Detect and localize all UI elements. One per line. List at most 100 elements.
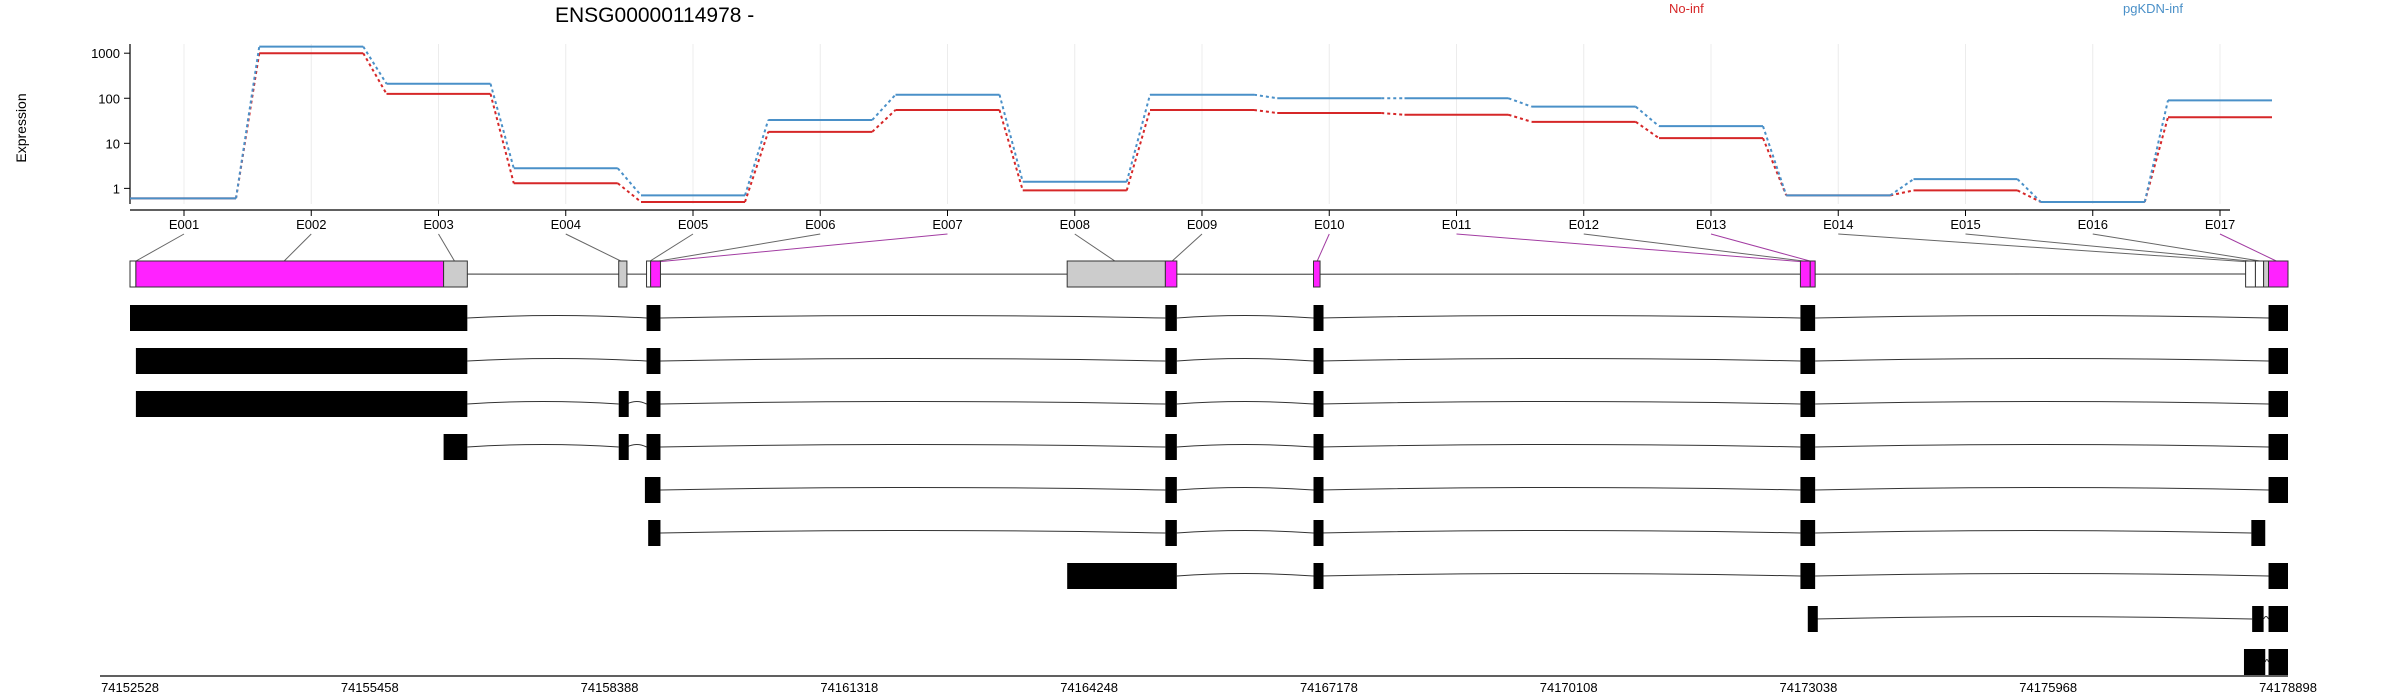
exon-connector-lines [134, 233, 2279, 263]
series-no-inf-connector-10 [1381, 112, 1405, 116]
transcript-5-exon-5 [2268, 477, 2288, 503]
transcript-4-exon-3 [646, 434, 661, 460]
transcript-6-intron-3 [1320, 530, 1801, 534]
genomic-tick-label-0: 74152528 [101, 680, 159, 695]
gene-model-exon-2 [135, 260, 445, 288]
series-pgkdn-inf-connector-13 [1762, 125, 1788, 196]
series-pgkdn-inf-connector-12 [1635, 105, 1660, 127]
series-no-inf-connector-14 [1890, 189, 1914, 197]
series-pgkdn-inf-connector-7 [998, 94, 1024, 183]
transcript-3-intron-2 [626, 401, 647, 405]
transcript-3-exon-5 [1313, 391, 1324, 417]
genomic-tick-label-1: 74155458 [341, 680, 399, 695]
transcript-1-exon-6 [2268, 305, 2288, 331]
transcript-tracks [130, 305, 2288, 675]
connector-e001 [134, 233, 185, 263]
y-tick-label-1: 10 [106, 136, 120, 151]
genomic-tick-label-7: 74173038 [1780, 680, 1838, 695]
series-no-inf-connector-6 [871, 109, 897, 133]
transcript-9-exon-1 [2243, 649, 2266, 675]
y-tick-label-2: 100 [98, 91, 120, 106]
series-no-inf-connector-2 [362, 52, 388, 95]
genomic-tick-label-8: 74175968 [2019, 680, 2077, 695]
series-pgkdn-inf-connector-11 [1508, 97, 1533, 108]
x-tick-label-e014: E014 [1823, 217, 1853, 232]
transcript-4-intron-3 [660, 444, 1166, 448]
transcript-6-intron-1 [660, 530, 1166, 534]
transcript-3-exon-2 [618, 391, 629, 417]
series-pgkdn-inf-connector-16 [2143, 100, 2169, 203]
series-pgkdn-inf-connector-9 [1253, 93, 1278, 100]
genomic-tick-label-5: 74167178 [1300, 680, 1358, 695]
connector-e009 [1170, 233, 1203, 263]
series-no-inf-connector-9 [1253, 108, 1278, 115]
transcript-7-exon-4 [2268, 563, 2288, 589]
gene-model-exon-1 [129, 260, 137, 288]
x-tick-label-e015: E015 [1950, 217, 1980, 232]
transcript-7-intron-2 [1320, 573, 1801, 577]
y-tick-label-3: 1000 [91, 46, 120, 61]
transcript-3-intron-5 [1320, 401, 1801, 405]
genomic-tick-label-2: 74158388 [581, 680, 639, 695]
x-tick-label-e001: E001 [169, 217, 199, 232]
transcript-6-exon-2 [1165, 520, 1177, 546]
transcript-6-exon-5 [2251, 520, 2266, 546]
transcript-2-exon-5 [1800, 348, 1816, 374]
genomic-tick-label-3: 74161318 [820, 680, 878, 695]
legend-entry-no-inf: No-inf [1669, 1, 1704, 16]
connector-e004 [565, 233, 624, 263]
gene-model-exon-11 [1809, 260, 1816, 288]
connector-e008 [1074, 233, 1117, 263]
transcript-2-intron-4 [1320, 358, 1801, 362]
connector-e002 [282, 233, 312, 263]
transcript-5-exon-3 [1313, 477, 1324, 503]
transcript-2-exon-1 [135, 348, 468, 374]
transcript-3-exon-1 [135, 391, 468, 417]
transcript-7-intron-3 [1815, 573, 2269, 577]
x-tick-label-e003: E003 [423, 217, 453, 232]
gene-model-exon-15 [2268, 260, 2289, 288]
x-tick-label-e012: E012 [1569, 217, 1599, 232]
series-pgkdn-inf-connector-15 [2016, 178, 2042, 203]
transcript-1-exon-3 [1165, 305, 1177, 331]
transcript-3-intron-6 [1815, 401, 2269, 405]
transcript-5-intron-4 [1815, 487, 2269, 491]
transcript-3-intron-3 [660, 401, 1166, 405]
transcript-5-intron-1 [660, 487, 1166, 491]
series-pgkdn-inf-connector-8 [1125, 94, 1151, 183]
genomic-tick-label-4: 74164248 [1060, 680, 1118, 695]
transcript-1-intron-1 [467, 315, 647, 319]
transcript-4-intron-1 [467, 444, 619, 448]
transcript-5-exon-1 [644, 477, 661, 503]
transcript-6-exon-3 [1313, 520, 1324, 546]
x-tick-label-e013: E013 [1696, 217, 1726, 232]
transcript-6-exon-4 [1800, 520, 1816, 546]
gene-model-exon-14 [2263, 260, 2270, 288]
series-no-inf-connector-3 [489, 93, 515, 184]
transcript-1-exon-1 [130, 305, 468, 331]
transcript-4-exon-5 [1313, 434, 1324, 460]
series-pgkdn-inf-connector-3 [489, 83, 515, 169]
transcript-4-intron-2 [626, 444, 647, 448]
gene-model-exon-6 [650, 260, 661, 288]
connector-e006 [653, 233, 821, 263]
series-pgkdn-inf-connector-4 [616, 167, 642, 197]
transcript-2-intron-3 [1176, 358, 1314, 362]
gene-model-exon-9 [1313, 260, 1321, 288]
series-no-inf-connector-15 [2017, 189, 2042, 203]
x-tick-label-e016: E016 [2078, 217, 2108, 232]
gene-model-track [129, 260, 2289, 288]
transcript-8-exon-3 [2268, 606, 2288, 632]
connector-e007 [656, 233, 948, 263]
transcript-5-intron-2 [1176, 487, 1314, 491]
transcript-8-exon-1 [1807, 606, 1818, 632]
gene-model-exon-4 [618, 260, 628, 288]
x-tick-label-e017: E017 [2205, 217, 2235, 232]
series-pgkdn-inf-connector-14 [1889, 178, 1915, 197]
series-no-inf-connector-4 [617, 182, 642, 203]
transcript-8-intron-1 [1814, 616, 2253, 620]
x-tick-label-e009: E009 [1187, 217, 1217, 232]
connector-e003 [438, 233, 456, 263]
transcript-7-exon-3 [1800, 563, 1816, 589]
